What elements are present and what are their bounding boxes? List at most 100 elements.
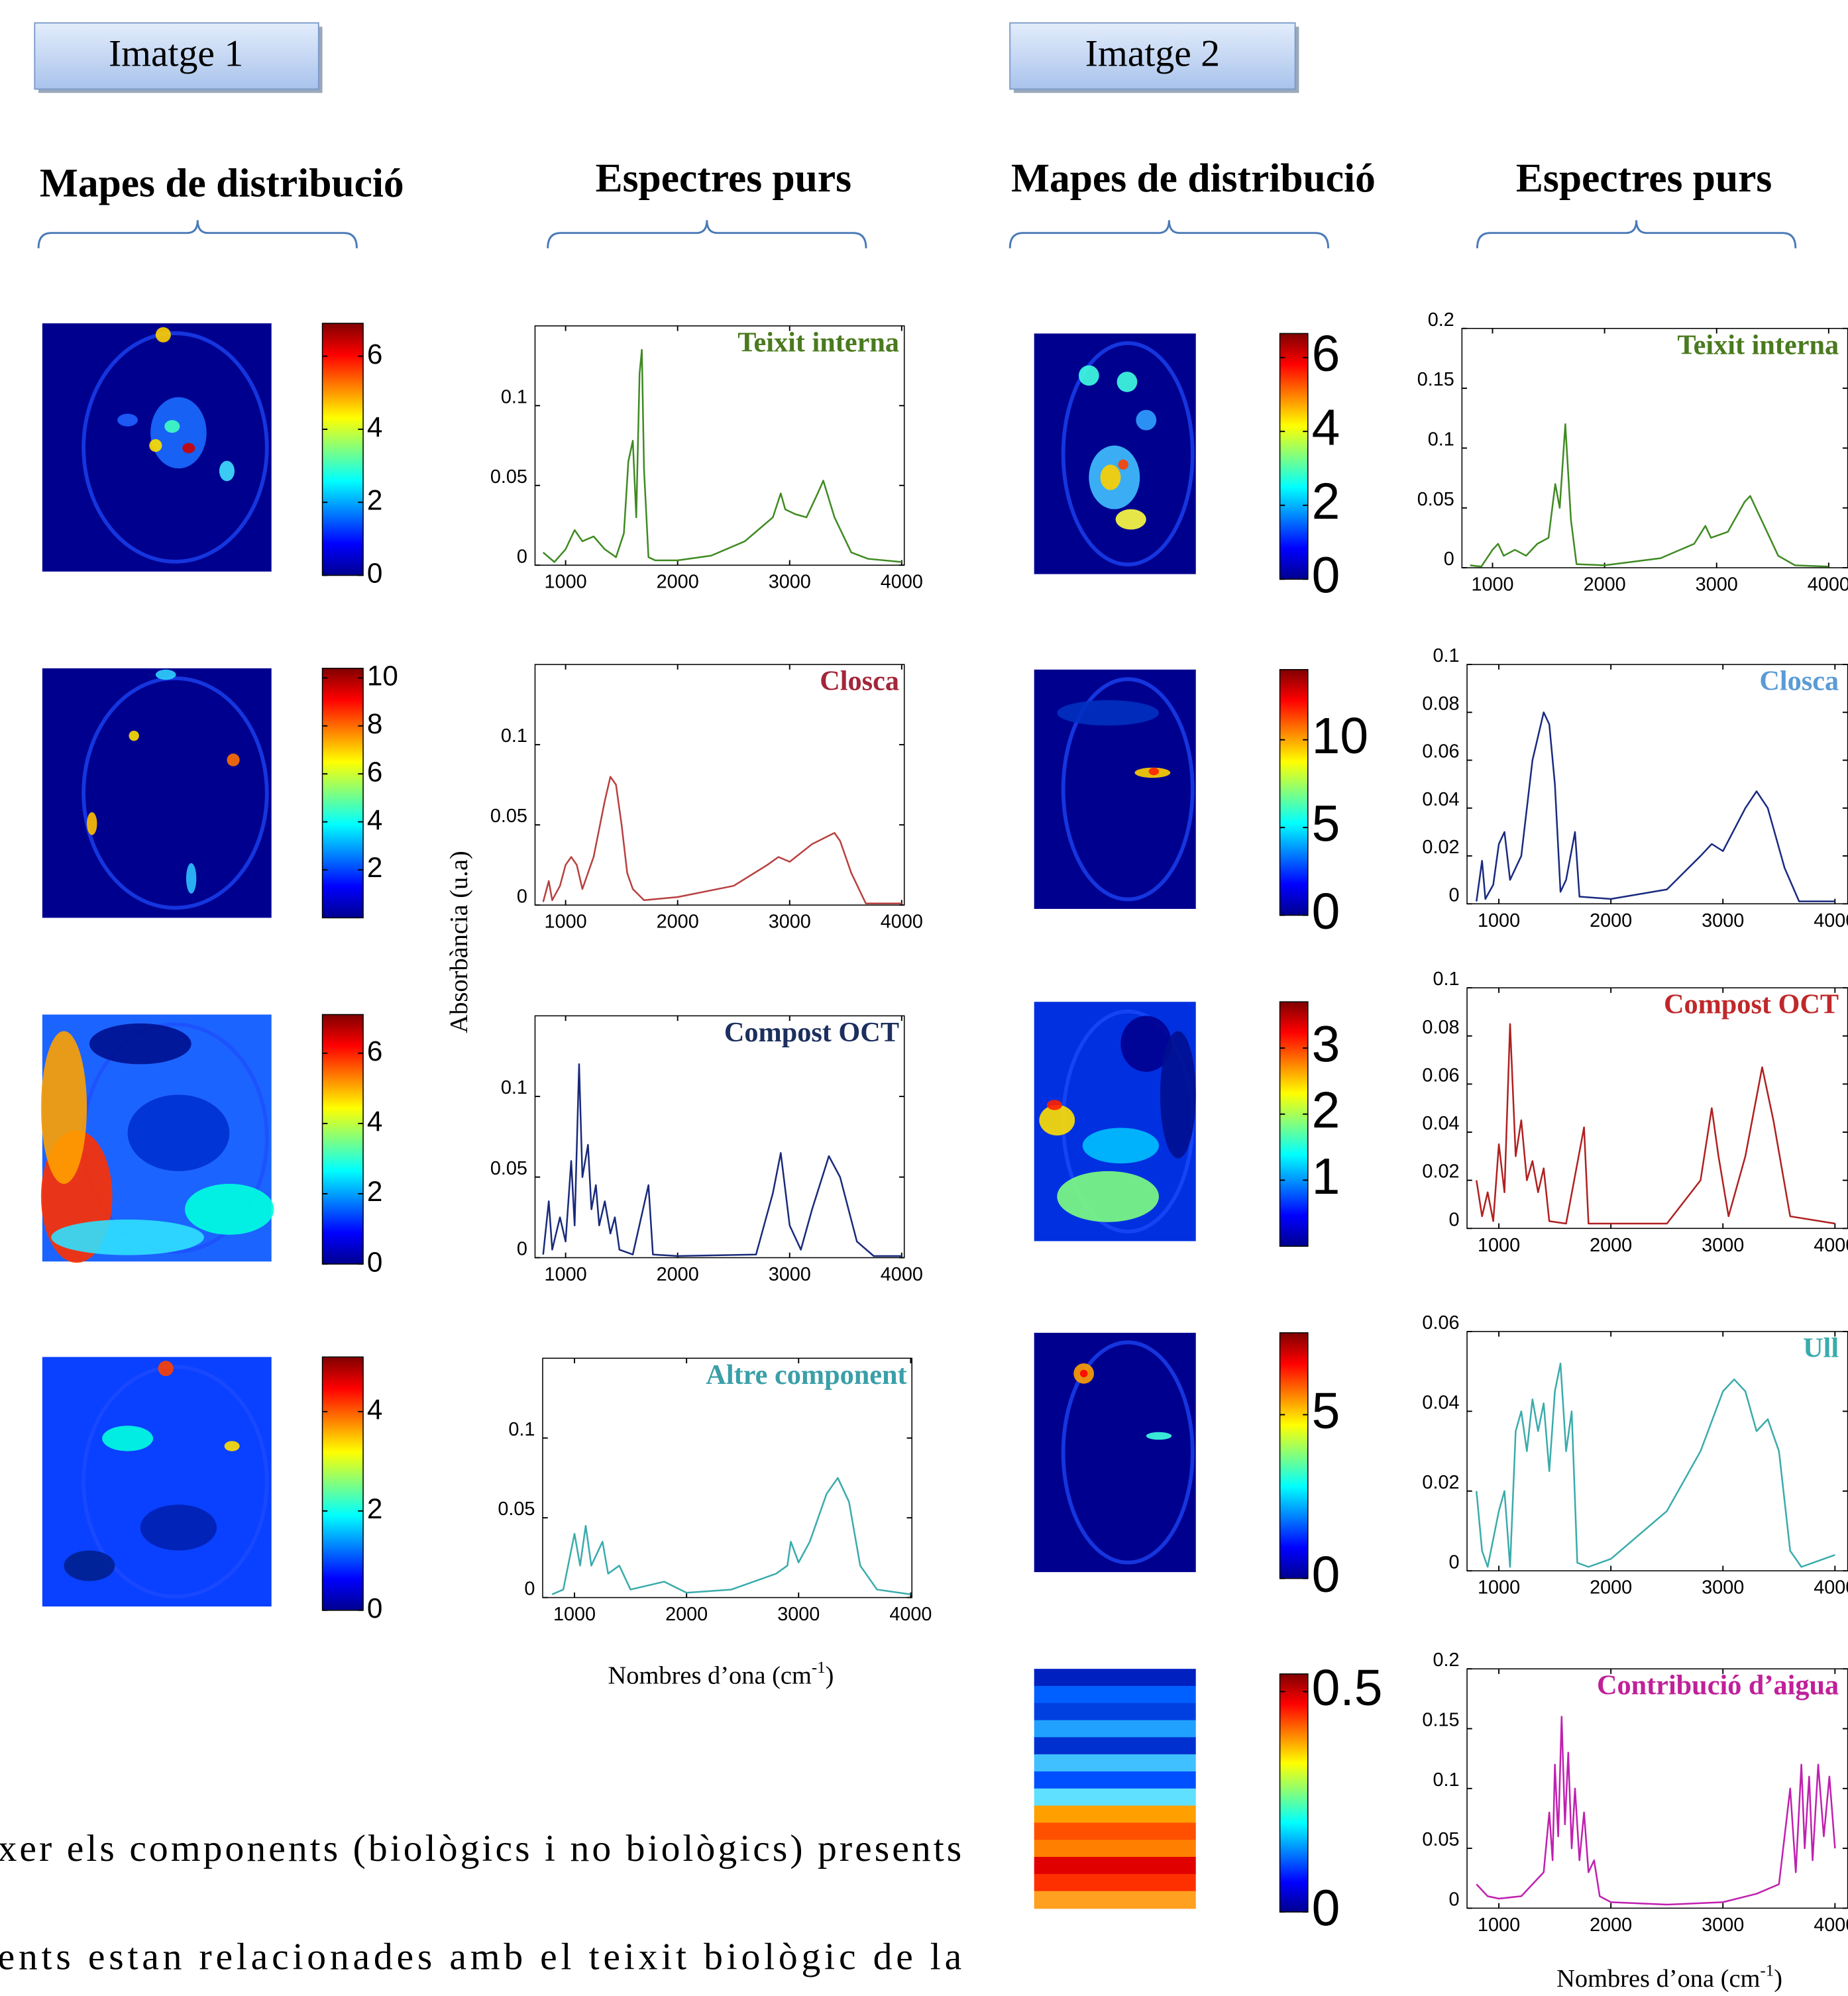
map-row xyxy=(1034,1891,1196,1909)
y-tick-label: 0.15 xyxy=(1422,1710,1459,1731)
y-tick-label: 0 xyxy=(517,1239,527,1260)
x-tick-label: 3000 xyxy=(769,912,811,933)
map-region xyxy=(150,397,207,469)
map-outline xyxy=(82,676,269,910)
y-tick-label: 0.02 xyxy=(1422,1161,1459,1182)
x-tick-label: 4000 xyxy=(1814,910,1848,931)
map-region xyxy=(227,753,240,766)
colorbar-tick-label: 2 xyxy=(1312,1082,1340,1139)
x-tick-label: 2000 xyxy=(1590,910,1632,931)
map-region xyxy=(219,460,235,482)
label-text: ) xyxy=(1774,1965,1782,1993)
colorbar-tick-label: 6 xyxy=(1312,325,1340,382)
label-text: ) xyxy=(826,1661,834,1689)
map-outline xyxy=(1061,677,1195,902)
label-sup: -1 xyxy=(1760,1962,1774,1979)
map-region xyxy=(140,1504,217,1551)
spectrum-line xyxy=(542,348,902,563)
colorbar-tick-label: 4 xyxy=(367,1106,383,1137)
x-tick-label: 1000 xyxy=(545,572,587,593)
colorbar-tick-label: 0 xyxy=(367,1593,383,1624)
map-region xyxy=(1116,372,1138,392)
map-region xyxy=(155,327,171,342)
brace xyxy=(1476,220,1797,248)
colorbar xyxy=(321,1014,364,1265)
x-tick-label: 4000 xyxy=(881,1264,923,1285)
x-tick-label: 1000 xyxy=(553,1604,596,1625)
x-tick-label: 2000 xyxy=(657,572,699,593)
spectrum-line xyxy=(1476,1716,1836,1906)
y-tick-label: 0.1 xyxy=(1428,429,1454,450)
y-tick-label: 0.05 xyxy=(498,1498,535,1520)
x-tick-label: 4000 xyxy=(1814,1915,1848,1936)
colorbar-tick-label: 0 xyxy=(1312,1546,1340,1603)
map-region xyxy=(1115,509,1146,530)
y-tick-label: 0 xyxy=(1448,1551,1459,1573)
y-tick-label: 0.02 xyxy=(1422,837,1459,858)
plot-area xyxy=(534,1015,905,1259)
spectrum-line xyxy=(1476,1362,1835,1568)
y-tick-label: 0.2 xyxy=(1433,1650,1459,1671)
colorbar-tick-label: 4 xyxy=(367,804,383,835)
map-region xyxy=(1046,1100,1062,1110)
heading: Espectres purs xyxy=(596,156,851,201)
map-region xyxy=(185,1184,274,1235)
map-region xyxy=(149,439,162,452)
y-tick-label: 0 xyxy=(1448,884,1459,906)
colorbar xyxy=(1279,1673,1309,1913)
colorbar-tick-label: 6 xyxy=(367,1035,383,1067)
y-tick-label: 0.2 xyxy=(1428,309,1454,331)
colorbar xyxy=(1279,333,1309,580)
image-1-button[interactable] xyxy=(34,22,319,90)
map-background xyxy=(42,668,272,918)
spectrum-title: Teixit interna xyxy=(737,327,899,358)
colorbar-tick-label: 1 xyxy=(1312,1148,1340,1205)
heading: Mapes de distribució xyxy=(40,161,404,206)
y-tick-label: 0 xyxy=(524,1579,535,1600)
colorbar xyxy=(321,668,364,919)
y-tick-label: 0.05 xyxy=(490,806,527,827)
map-row xyxy=(1034,1685,1196,1704)
spectrum-title: Compost OCT xyxy=(1664,989,1839,1020)
map-region xyxy=(40,1031,87,1184)
map-row xyxy=(1034,1805,1196,1824)
y-tick-label: 0 xyxy=(517,886,527,907)
y-axis-label: Absorbància (u.a) xyxy=(445,851,473,1033)
spectrum-line xyxy=(551,1477,911,1595)
map-outline xyxy=(82,1365,269,1599)
x-tick-label: 4000 xyxy=(889,1604,932,1625)
map-region xyxy=(1057,1171,1160,1222)
x-tick-label: 1000 xyxy=(1471,574,1513,596)
x-tick-label: 4000 xyxy=(1808,574,1848,596)
y-tick-label: 0.06 xyxy=(1422,1312,1459,1334)
colorbar-tick-label: 2 xyxy=(367,1176,383,1207)
y-tick-label: 0.06 xyxy=(1422,1065,1459,1086)
label-sup: -1 xyxy=(812,1659,826,1677)
x-tick-label: 3000 xyxy=(1696,574,1738,596)
map-region xyxy=(182,443,195,454)
image-2-button[interactable] xyxy=(1009,22,1296,90)
map-row xyxy=(1034,1720,1196,1738)
map-region xyxy=(224,1441,240,1451)
y-tick-label: 0.1 xyxy=(1433,969,1459,990)
plot-area xyxy=(534,325,905,566)
map-region xyxy=(1160,1031,1196,1159)
brace xyxy=(547,220,867,248)
x-tick-label: 3000 xyxy=(1702,1577,1744,1599)
spectrum-title: Closca xyxy=(820,666,899,697)
y-tick-label: 0 xyxy=(1448,1889,1459,1910)
map-row xyxy=(1034,1788,1196,1807)
colorbar-tick-label: 2 xyxy=(367,484,383,515)
colorbar-tick-label: 4 xyxy=(1312,399,1340,456)
map-row xyxy=(1034,1771,1196,1789)
y-tick-label: 0.04 xyxy=(1422,789,1459,810)
map-region xyxy=(1057,700,1160,726)
spectrum-line xyxy=(542,1063,902,1257)
button-label: Imatge 1 xyxy=(109,33,243,75)
colorbar-tick-label: 0 xyxy=(1312,547,1340,604)
colorbar xyxy=(1279,1332,1309,1579)
brace xyxy=(37,220,358,248)
x-tick-label: 4000 xyxy=(1814,1577,1848,1599)
y-tick-label: 0.04 xyxy=(1422,1113,1459,1134)
x-tick-label: 1000 xyxy=(545,1264,587,1285)
